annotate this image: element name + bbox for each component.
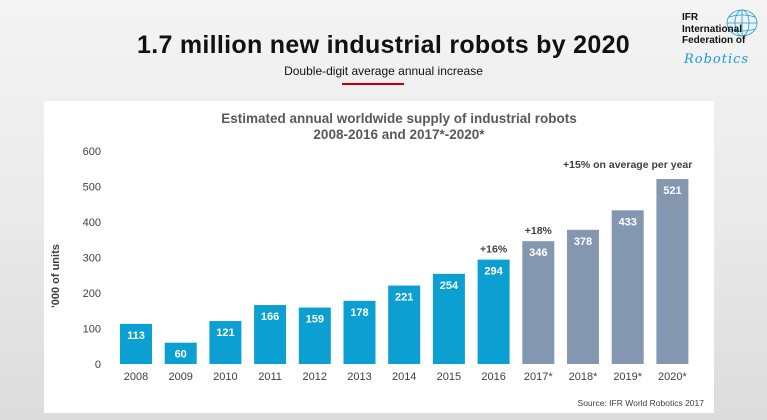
y-axis-label: '000 of units (50, 244, 62, 308)
logo-line-federation: Federation of (682, 35, 746, 46)
bar (254, 305, 287, 364)
bar-value-label: 159 (306, 314, 324, 326)
bar (522, 241, 555, 364)
ifr-logo: IFR International Federation of Robotics (682, 8, 762, 67)
y-tick-label: 200 (83, 288, 101, 300)
bar (477, 259, 510, 364)
x-tick-label: 2013 (347, 371, 371, 383)
x-tick-label: 2014 (392, 371, 416, 383)
bar (432, 273, 465, 364)
x-tick-label: 2011 (258, 371, 282, 383)
bar-value-label: 294 (484, 266, 503, 278)
bar-value-label: 166 (261, 311, 279, 323)
y-tick-label: 600 (83, 146, 101, 158)
bar (611, 210, 644, 364)
logo-text: IFR International Federation of (682, 12, 745, 47)
bar (164, 342, 197, 364)
subheadline: Double-digit average annual increase (284, 64, 483, 78)
x-tick-label: 2010 (213, 371, 237, 383)
y-tick-label: 100 (83, 324, 101, 336)
chart-subtitle: 2008-2016 and 2017*-2020* (313, 127, 485, 142)
bar-value-label: 346 (529, 247, 547, 259)
bar-value-label: 60 (175, 349, 187, 361)
chart-title: Estimated annual worldwide supply of ind… (221, 111, 577, 126)
x-tick-label: 2016 (481, 371, 505, 383)
y-tick-label: 500 (83, 182, 101, 194)
x-tick-label: 2009 (168, 371, 192, 383)
y-tick-label: 300 (83, 253, 101, 265)
bar-value-label: 113 (127, 330, 145, 342)
chart-panel: Estimated annual worldwide supply of ind… (44, 101, 714, 413)
y-tick-label: 400 (83, 217, 101, 229)
bar-value-label: 433 (619, 216, 637, 228)
logo-line-ifr: IFR (682, 12, 699, 23)
bar (298, 307, 331, 364)
x-tick-label: 2018* (569, 371, 598, 383)
x-tick-label: 2019* (613, 371, 642, 383)
bar (388, 285, 421, 364)
logo-line-international: International (682, 23, 743, 35)
globe-icon (726, 9, 758, 37)
bar-value-label: 378 (574, 236, 592, 248)
growth-annotation: +18% (525, 225, 553, 237)
bar (120, 323, 152, 364)
bar (656, 179, 689, 364)
x-tick-label: 2008 (124, 371, 148, 383)
x-tick-label: 2017* (524, 371, 553, 383)
bar-chart: Estimated annual worldwide supply of ind… (50, 111, 705, 408)
y-tick-label: 0 (95, 359, 101, 371)
growth-annotation: +15% on average per year (563, 159, 692, 171)
x-tick-label: 2012 (303, 371, 327, 383)
bar-value-label: 221 (395, 292, 413, 304)
bar-value-label: 178 (350, 307, 368, 319)
source-note: Source: IFR World Robotics 2017 (578, 398, 705, 408)
x-tick-label: 2015 (437, 371, 461, 383)
x-tick-label: 2020* (658, 371, 687, 383)
bar (209, 321, 242, 364)
bar (343, 300, 376, 364)
headline: 1.7 million new industrial robots by 202… (137, 31, 630, 59)
bar-value-label: 521 (663, 185, 681, 197)
logo-robotics-script: Robotics (684, 52, 750, 67)
bar (567, 229, 599, 364)
bar-value-label: 254 (440, 280, 459, 292)
growth-annotation: +16% (480, 244, 508, 256)
subheadline-underline (342, 83, 404, 85)
bar-value-label: 121 (216, 327, 234, 339)
